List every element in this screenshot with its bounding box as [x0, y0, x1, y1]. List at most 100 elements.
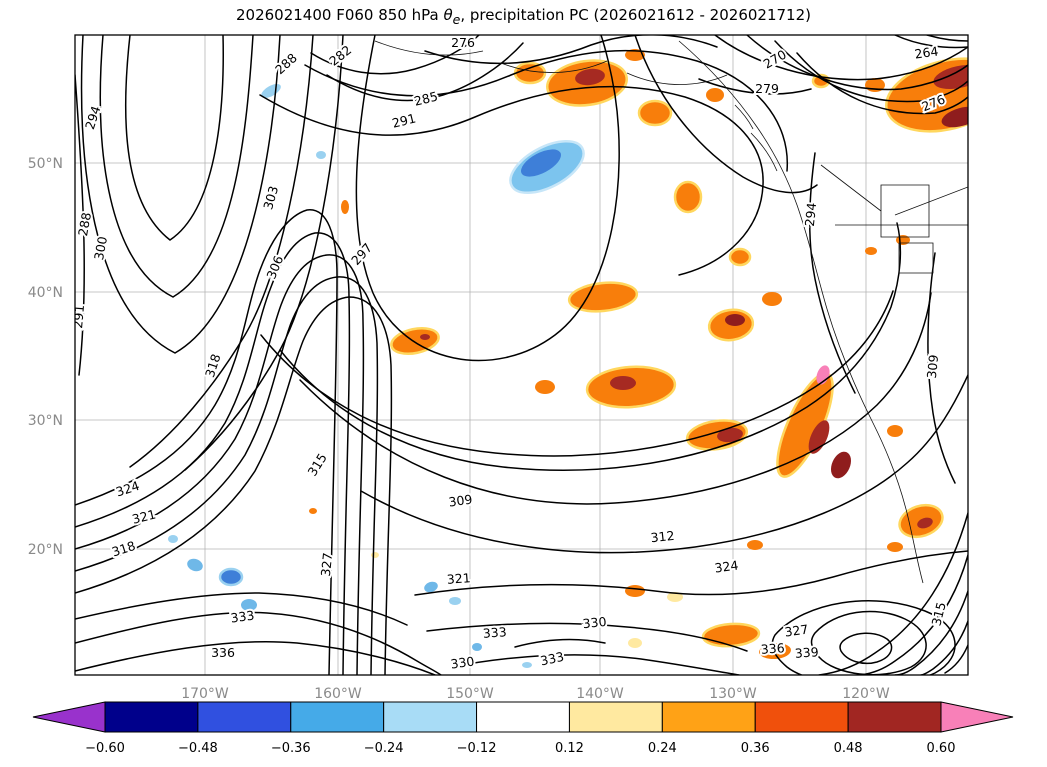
- x-tick-label: 120°W: [842, 686, 890, 702]
- precip-pc-shade: [241, 599, 257, 611]
- precip-pc-shade: [390, 326, 440, 356]
- theta-e-contour-line: [414, 550, 968, 596]
- precip-pc-shade: [728, 247, 752, 267]
- theta-e-contour-line: [818, 512, 968, 675]
- precip-pc-shade: [808, 420, 830, 454]
- contour-label: 312: [650, 528, 675, 545]
- theta-e-contour-line: [714, 35, 968, 81]
- contour-label: 315: [305, 451, 330, 479]
- y-tick-label: 20°N: [28, 542, 63, 558]
- coastline: [626, 72, 728, 85]
- precip-pc-shade: [896, 235, 910, 245]
- contour-label: 336: [760, 640, 785, 657]
- theta-e-contour-line: [310, 35, 480, 75]
- precip-pc-shade: [747, 540, 763, 550]
- precip-pc-shade: [187, 558, 203, 572]
- precip-pc-shade: [933, 64, 968, 90]
- coastline: [734, 104, 754, 130]
- precip-pc-shade: [168, 535, 178, 543]
- theta-e-contour-line: [894, 35, 968, 49]
- colorbar-segment: [104, 701, 199, 733]
- contour-label: 288: [272, 50, 300, 77]
- precip-pc-shade: [628, 638, 642, 648]
- theta-e-contour-line: [75, 209, 338, 675]
- precip-pc-shade: [309, 508, 317, 514]
- precip-pc-shade: [535, 380, 555, 394]
- precip-pc-shade: [667, 592, 683, 602]
- precip-pc-shade: [521, 149, 561, 177]
- theta-e-contour-line: [124, 35, 224, 241]
- theta-e-contour-line: [809, 152, 856, 394]
- precip-pc-shade: [218, 567, 244, 587]
- contour-label: 276: [451, 35, 475, 50]
- theta-e-contour-line: [634, 35, 818, 194]
- precip-pc-shade: [725, 314, 745, 326]
- precip-pc-shade: [637, 99, 673, 127]
- contour-label: 336: [211, 645, 235, 660]
- colorbar-tick-label: 0.12: [555, 741, 584, 756]
- precip-pc-shade: [575, 68, 605, 86]
- precip-pc-shade: [941, 106, 968, 128]
- colorbar-tick-label: 0.24: [648, 741, 677, 756]
- contour-label: 279: [755, 81, 779, 96]
- coastline: [898, 242, 934, 274]
- colorbar-segment: [847, 701, 942, 733]
- precip-pc-shade: [706, 88, 724, 102]
- theta-e-contour-line: [514, 638, 606, 648]
- precip-pc-shade: [316, 151, 326, 159]
- precip-pc-shade: [673, 180, 703, 214]
- theta-e-contour-line: [184, 35, 344, 471]
- precip-pc-shade: [610, 376, 636, 390]
- contour-label: 327: [784, 621, 810, 639]
- precip-pc-shade: [887, 542, 903, 552]
- theta-e-contour-line: [75, 254, 365, 675]
- contour-label: 324: [714, 557, 740, 575]
- precip-pc-shade: [567, 281, 639, 313]
- coastline: [374, 40, 484, 56]
- precip-pc-shade: [261, 84, 281, 98]
- colorbar-segment: [568, 701, 663, 733]
- precip-pc-shade: [917, 517, 933, 529]
- precip-pc-shade: [472, 643, 482, 651]
- precip-pc-shade: [759, 642, 791, 660]
- colorbar-segment: [197, 701, 292, 733]
- contour-label: 330: [450, 653, 476, 671]
- theta-e-contour-line: [299, 292, 932, 505]
- theta-e-contour-line: [279, 222, 902, 471]
- colorbar-segment: [754, 701, 849, 733]
- coastline: [820, 164, 882, 212]
- contour-label: 309: [448, 491, 474, 509]
- theta-e-contour-line: [355, 35, 620, 362]
- x-tick-label: 130°W: [709, 686, 757, 702]
- precip-pc-shade: [522, 662, 532, 668]
- theta-e-contour-line: [796, 52, 968, 115]
- theta-e-contour-line: [424, 35, 718, 65]
- contour-label: 321: [446, 570, 471, 587]
- theta-e-contour-line: [75, 74, 85, 376]
- precip-pc-shade: [885, 57, 968, 133]
- chart-title: 2026021400 F060 850 hPa θe, precipitatio…: [0, 6, 1047, 27]
- precip-pc-shade: [341, 200, 349, 214]
- theta-e-contour-line: [75, 592, 408, 626]
- theta-e-contour-line: [426, 622, 748, 652]
- precip-pc-shade: [717, 427, 743, 443]
- x-tick-label: 140°W: [576, 686, 624, 702]
- contour-label: 306: [263, 253, 286, 281]
- theta-e-contour-line: [75, 296, 393, 675]
- precip-pc-shade: [625, 585, 645, 597]
- theta-e-contour-line: [839, 632, 893, 665]
- colorbar-right-arrow: [940, 701, 1014, 733]
- colorbar-tick-label: −0.48: [178, 741, 218, 756]
- contour-label: 318: [110, 538, 137, 560]
- contour-label: 324: [114, 478, 141, 500]
- coastline: [894, 186, 968, 216]
- precip-pc-shade: [701, 622, 761, 648]
- contour-label: 333: [482, 624, 507, 641]
- coastline: [500, 60, 608, 73]
- x-tick-label: 160°W: [314, 686, 362, 702]
- precip-pc-shade: [420, 334, 430, 340]
- contour-label: 288: [75, 211, 94, 237]
- y-tick-label: 40°N: [28, 285, 63, 301]
- precip-pc-shade: [830, 451, 852, 479]
